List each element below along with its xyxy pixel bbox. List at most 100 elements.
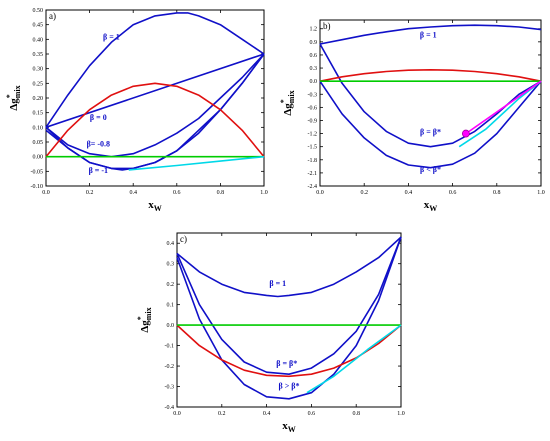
x-tick-label: 0.6 [449, 190, 457, 196]
y-tick-label: -0.2 [165, 364, 175, 370]
x-tick-label: 0.6 [173, 190, 181, 196]
y-tick-label: 0.25 [33, 81, 44, 87]
x-axis-label: xW [424, 199, 438, 213]
series-line-2 [45, 53, 265, 129]
y-tick-label: -0.3 [165, 385, 175, 391]
x-tick-label: 0.2 [360, 190, 368, 196]
curve-annotation: β = 0 [90, 113, 107, 122]
x-axis-label-main: x [424, 199, 430, 211]
chart-panel-2: 0.0 0.2 0.4 0.6 0.8 1.0 -2.4 -2.1 -1.8 -1.5 -1.2 -0… [279, 19, 545, 213]
y-tick-label: 0.0 [310, 79, 318, 85]
x-tick-label: 1.0 [397, 411, 405, 417]
x-tick-label: 0.4 [263, 411, 271, 417]
x-tick-label: 0.0 [316, 190, 324, 196]
series-line-5 [45, 53, 265, 171]
y-tick-label: -0.05 [31, 169, 44, 175]
series-line-3 [176, 236, 402, 400]
series-line-4 [319, 69, 542, 82]
series-line-1 [45, 12, 265, 128]
y-axis-label: Δg*mix [136, 307, 153, 332]
y-tick-label: 0.4 [167, 241, 175, 247]
y-tick-label: 0.9 [310, 40, 318, 46]
curve-annotation: β= -0.8 [87, 139, 110, 148]
y-axis-label-sup: * [136, 316, 145, 320]
y-tick-label: 0.05 [33, 140, 44, 146]
y-tick-label: 0.1 [167, 303, 175, 309]
x-tick-label: 1.0 [537, 190, 545, 196]
chart-panel-1: 0.0 0.2 0.4 0.6 0.8 1.0 -0.10 -0.05 0.00 0.05 0.10… [5, 8, 268, 213]
curve-annotation: β = 1 [103, 32, 120, 41]
y-tick-label: -0.3 [308, 92, 318, 98]
y-tick-label: 0.2 [167, 282, 175, 288]
y-tick-label: -0.4 [165, 405, 175, 411]
y-tick-label: -0.9 [308, 118, 318, 124]
y-tick-label: 0.3 [167, 262, 175, 268]
y-axis-label-sub: mix [13, 85, 22, 98]
y-tick-label: 0.6 [310, 53, 318, 59]
y-tick-label: 0.30 [33, 67, 44, 73]
y-axis-label-sup: * [5, 94, 14, 98]
y-axis-label-sup: * [279, 99, 288, 103]
y-axis-label-main: Δg [139, 320, 151, 333]
series-line-3 [45, 53, 265, 158]
y-tick-label: 0.40 [33, 37, 44, 43]
curve-annotation: β < β* [420, 165, 441, 174]
x-tick-label: 0.2 [218, 411, 226, 417]
series-line-3 [319, 80, 542, 169]
series-line-8 [128, 155, 265, 171]
y-tick-label: -0.6 [308, 105, 318, 111]
y-tick-label: -2.1 [308, 171, 318, 177]
y-axis-label-sub: mix [287, 90, 296, 103]
curve-annotation: β = 1 [420, 30, 437, 39]
x-axis-label-main: x [282, 420, 288, 432]
x-axis-label-sub: W [429, 204, 437, 213]
tangent-point-marker [461, 129, 470, 138]
y-tick-label: 0.20 [33, 96, 44, 102]
x-axis-label-sub: W [154, 204, 162, 213]
x-tick-label: 0.4 [129, 190, 137, 196]
y-tick-label: 0.35 [33, 52, 44, 58]
plot-frame [176, 232, 402, 408]
y-tick-label: 0.15 [33, 111, 44, 117]
series-line-6 [45, 82, 265, 158]
panel-label: b) [323, 21, 331, 31]
x-axis-label-sub: W [288, 425, 296, 434]
curve-annotation: β = -1 [89, 166, 108, 175]
curve-annotation: β = β* [276, 359, 297, 368]
x-tick-label: 0.0 [173, 411, 181, 417]
x-axis-label: xW [148, 199, 162, 213]
series-line-6 [458, 80, 542, 148]
x-tick-label: 0.8 [217, 190, 225, 196]
x-axis-label: xW [282, 420, 296, 434]
panel-label: c) [180, 234, 187, 244]
x-tick-label: 0.8 [493, 190, 501, 196]
curve-annotation: β = 1 [269, 279, 286, 288]
series-line-7 [465, 80, 542, 135]
x-tick-label: 0.6 [308, 411, 316, 417]
y-tick-label: -2.4 [308, 184, 318, 190]
series-line-1 [176, 236, 402, 298]
y-axis-label: Δg*mix [279, 90, 296, 115]
y-tick-label: 1.2 [310, 27, 318, 33]
y-tick-label: 0.3 [310, 66, 318, 72]
x-tick-label: 1.0 [260, 190, 268, 196]
y-tick-label: -1.8 [308, 158, 318, 164]
y-tick-label: -1.2 [308, 132, 318, 138]
plot-frame [319, 19, 542, 187]
panel-label: a) [49, 11, 56, 21]
curve-annotation: β = β* [420, 127, 441, 136]
series-line-2 [176, 236, 402, 375]
y-tick-label: 0.50 [33, 8, 44, 14]
y-axis-label: Δg*mix [5, 85, 22, 110]
series-line-6 [306, 324, 402, 394]
y-tick-label: 0.00 [33, 155, 44, 161]
x-axis-label-main: x [148, 199, 154, 211]
y-tick-label: 0.0 [167, 323, 175, 329]
chart-panel-3: 0.0 0.2 0.4 0.6 0.8 1.0 -0.4 -0.3 -0.2 -0.1 0.0 0.1… [136, 232, 405, 434]
y-tick-label: 0.10 [33, 125, 44, 131]
y-axis-label-main: Δg [8, 98, 20, 111]
curve-annotation: β > β* [279, 382, 300, 391]
y-tick-label: 0.45 [33, 23, 44, 29]
x-tick-label: 0.8 [352, 411, 360, 417]
